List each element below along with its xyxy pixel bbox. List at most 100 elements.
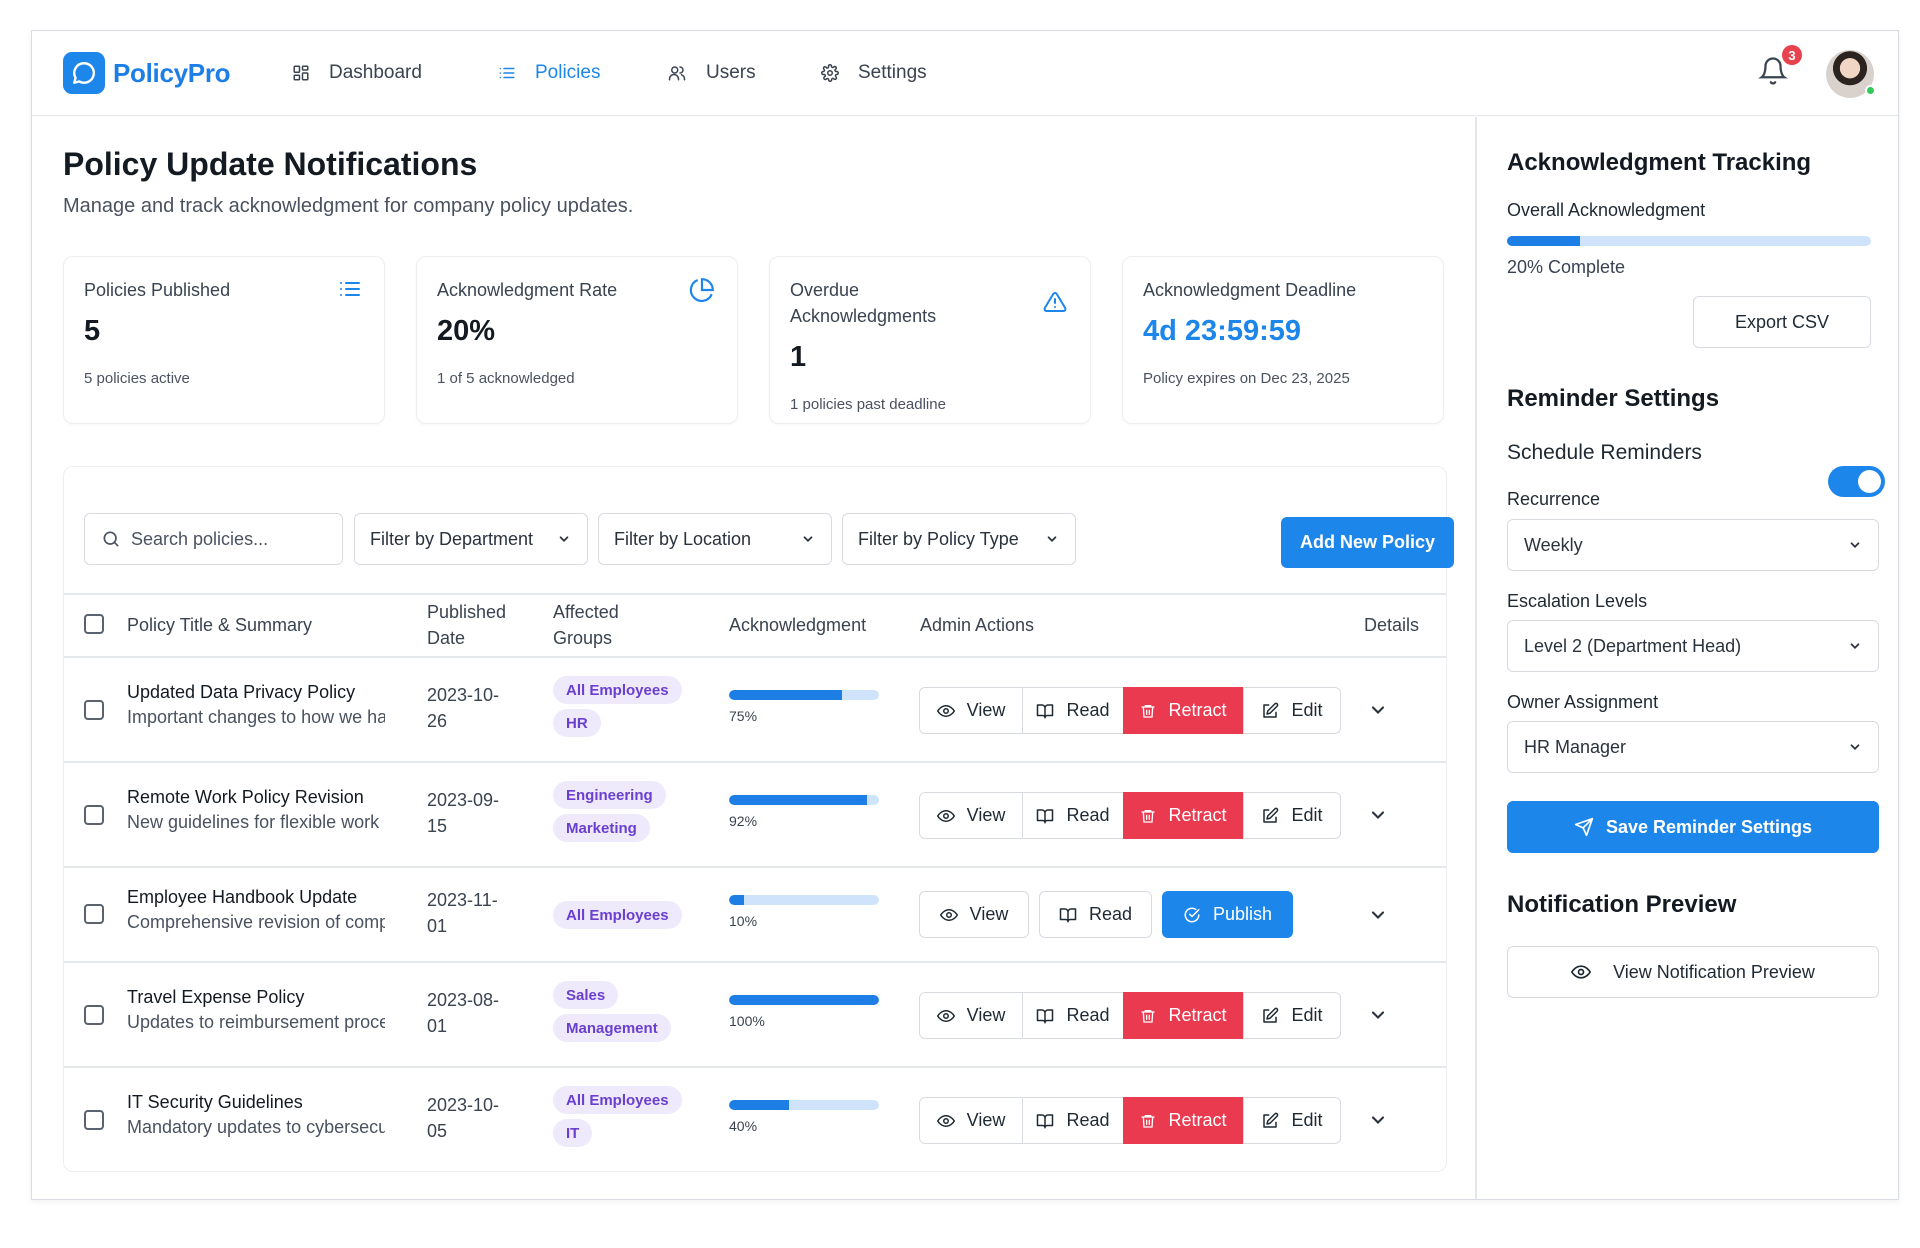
date-line-1: 2023-08- (427, 990, 500, 1010)
policy-summary: Updates to reimbursement process (127, 1012, 385, 1032)
expand-chevron-icon[interactable] (1368, 700, 1388, 720)
read-button[interactable]: Read (1022, 1097, 1124, 1144)
view-button[interactable]: View (919, 891, 1029, 938)
add-new-policy-button[interactable]: Add New Policy (1281, 517, 1454, 568)
select-all-checkbox[interactable] (84, 614, 104, 634)
view-button[interactable]: View (919, 992, 1023, 1039)
read-button[interactable]: Read (1022, 687, 1124, 734)
group-tag: Sales (553, 981, 619, 1009)
nav-policies[interactable]: Policies (498, 60, 600, 86)
view-button[interactable]: View (919, 1097, 1023, 1144)
acknowledgment-progress-bar (729, 690, 879, 700)
row-checkbox[interactable] (84, 700, 104, 720)
view-button[interactable]: View (919, 687, 1023, 734)
logo[interactable]: PolicyPro (63, 52, 231, 94)
search-icon (103, 531, 119, 547)
date-line-2: 01 (427, 916, 448, 936)
date-line-1: 2023-11- (427, 890, 498, 910)
export-csv-button[interactable]: Export CSV (1693, 296, 1871, 348)
filter-location-select[interactable]: Filter by Location (598, 513, 832, 565)
policy-title[interactable]: Travel Expense Policy (127, 987, 305, 1007)
filter-department-label: Filter by Department (370, 528, 534, 549)
row-checkbox[interactable] (84, 805, 104, 825)
acknowledgment-percent: 75% (729, 708, 758, 724)
escalation-select[interactable]: Level 2 (Department Head) (1507, 620, 1879, 672)
row-checkbox[interactable] (84, 1005, 104, 1025)
view-preview-label: View Notification Preview (1613, 961, 1815, 982)
date-line-2: 15 (427, 816, 448, 836)
check-circle-icon (1184, 906, 1200, 922)
row-checkbox[interactable] (84, 1110, 104, 1130)
date-line-2: 26 (427, 711, 448, 731)
send-icon (1574, 817, 1594, 837)
owner-select[interactable]: HR Manager (1507, 721, 1879, 773)
retract-button[interactable]: Retract (1123, 1097, 1244, 1144)
page-subtitle: Manage and track acknowledgment for comp… (63, 195, 634, 217)
edit-button[interactable]: Edit (1243, 792, 1341, 839)
edit-label: Edit (1291, 1110, 1323, 1130)
retract-button[interactable]: Retract (1123, 687, 1244, 734)
retract-button[interactable]: Retract (1123, 792, 1244, 839)
expand-chevron-icon[interactable] (1368, 1110, 1388, 1130)
publish-label: Publish (1212, 904, 1273, 924)
save-reminder-settings-button[interactable]: Save Reminder Settings (1507, 801, 1879, 853)
edit-button[interactable]: Edit (1243, 687, 1341, 734)
filter-department-select[interactable]: Filter by Department (354, 513, 588, 565)
policy-title[interactable]: Updated Data Privacy Policy (127, 682, 356, 702)
search-input[interactable]: Search policies... (84, 513, 343, 565)
owner-label: Owner Assignment (1507, 692, 1659, 712)
right-sidebar: Acknowledgment Tracking Overall Acknowle… (1475, 117, 1898, 1199)
recurrence-select[interactable]: Weekly (1507, 519, 1879, 571)
retract-button[interactable]: Retract (1123, 992, 1244, 1039)
schedule-reminders-label: Schedule Reminders (1507, 441, 1702, 464)
toggle-knob (1858, 470, 1881, 493)
publish-button[interactable]: Publish (1162, 891, 1293, 938)
escalation-label: Escalation Levels (1507, 591, 1648, 611)
expand-chevron-icon[interactable] (1368, 1005, 1388, 1025)
view-button[interactable]: View (919, 792, 1023, 839)
nav-settings[interactable]: Settings (821, 60, 927, 86)
acknowledgment-progress-bar (729, 795, 879, 805)
schedule-reminders-toggle[interactable] (1828, 466, 1885, 497)
policy-title[interactable]: IT Security Guidelines (127, 1092, 303, 1112)
eye-icon (936, 704, 955, 717)
edit-label: Edit (1291, 700, 1323, 720)
edit-button[interactable]: Edit (1243, 992, 1341, 1039)
nav-users[interactable]: Users (667, 60, 756, 86)
tracking-title: Acknowledgment Tracking (1507, 149, 1812, 176)
table-row: Updated Data Privacy Policy Important ch… (64, 658, 1446, 763)
edit-button[interactable]: Edit (1243, 1097, 1341, 1144)
grid-icon (293, 65, 309, 81)
expand-chevron-icon[interactable] (1368, 905, 1388, 925)
view-label: View (966, 1005, 1006, 1025)
nav-dashboard[interactable]: Dashboard (292, 60, 422, 86)
column-groups-1: Affected (553, 602, 619, 622)
date-line-1: 2023-09- (427, 790, 500, 810)
policy-title[interactable]: Employee Handbook Update (127, 887, 358, 907)
filter-policy-type-select[interactable]: Filter by Policy Type (842, 513, 1076, 565)
published-date: 2023-09- 15 (427, 787, 527, 839)
table-row: IT Security Guidelines Mandatory updates… (64, 1068, 1446, 1172)
group-tag: Marketing (553, 814, 650, 842)
view-notification-preview-button[interactable]: View Notification Preview (1507, 946, 1879, 998)
gear-icon (821, 64, 839, 82)
top-navbar: PolicyPro Dashboard Policies Users Setti… (32, 31, 1898, 116)
read-button[interactable]: Read (1039, 891, 1152, 938)
view-label: View (969, 904, 1009, 924)
stat-value: 1 (790, 341, 807, 373)
eye-icon (936, 809, 955, 822)
view-label: View (966, 1110, 1006, 1130)
read-button[interactable]: Read (1022, 792, 1124, 839)
group-tag: HR (553, 709, 601, 737)
policy-title[interactable]: Remote Work Policy Revision (127, 787, 364, 807)
expand-chevron-icon[interactable] (1368, 805, 1388, 825)
retract-label: Retract (1168, 1005, 1227, 1025)
eye-icon (1571, 965, 1592, 979)
trash-icon (1141, 704, 1156, 718)
filter-type-label: Filter by Policy Type (858, 528, 1019, 549)
row-checkbox[interactable] (84, 904, 104, 924)
read-button[interactable]: Read (1022, 992, 1124, 1039)
bell-icon[interactable] (1758, 56, 1792, 90)
edit-icon (1263, 807, 1279, 823)
acknowledgment-percent: 92% (729, 813, 758, 829)
